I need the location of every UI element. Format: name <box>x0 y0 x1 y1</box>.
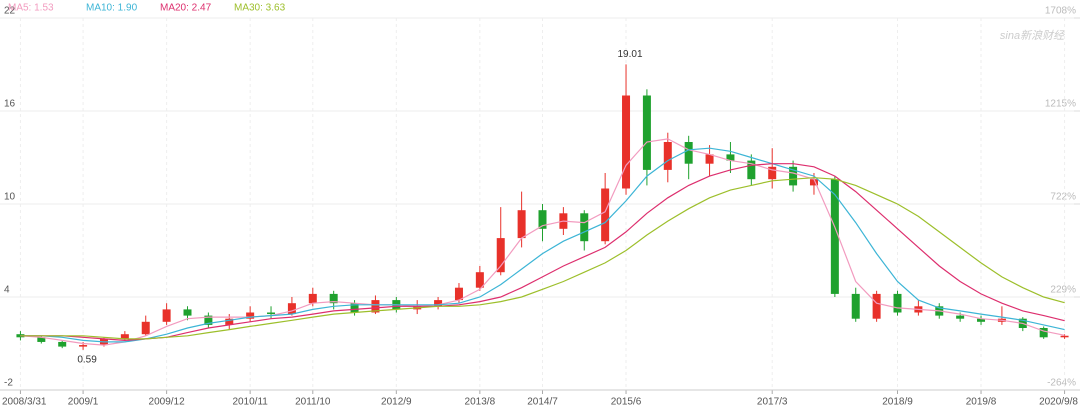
candle-body <box>162 309 171 322</box>
candle-body <box>726 154 735 161</box>
y2-tick-label: 722% <box>1050 192 1076 203</box>
legend-entry: MA5: 1.53 <box>8 3 54 14</box>
y2-tick-label: 229% <box>1050 285 1076 296</box>
candle-body <box>496 238 505 273</box>
y-tick-label: 16 <box>4 99 16 110</box>
x-tick-label: 2009/1 <box>68 397 99 408</box>
ma-line <box>20 163 1065 342</box>
ma-line <box>20 138 1065 346</box>
x-tick-label: 2014/7 <box>527 397 558 408</box>
candle-body <box>872 293 881 319</box>
y-tick-label: -2 <box>4 378 13 389</box>
candle-body <box>287 303 296 315</box>
y2-tick-label: -264% <box>1047 378 1076 389</box>
y2-tick-label: 1215% <box>1045 99 1076 110</box>
y-tick-label: 4 <box>4 285 10 296</box>
candle-body <box>246 312 255 319</box>
legend-entry: MA30: 3.63 <box>234 3 286 14</box>
candle-body <box>893 293 902 313</box>
candle-body <box>809 179 818 186</box>
candle-body <box>642 95 651 170</box>
candle-body <box>663 142 672 170</box>
candle-body <box>475 272 484 288</box>
candle-body <box>705 154 714 164</box>
legend-entry: MA20: 2.47 <box>160 3 212 14</box>
y2-tick-label: 1708% <box>1045 6 1076 17</box>
y-tick-label: 22 <box>4 6 16 17</box>
x-tick-label: 2013/8 <box>465 397 496 408</box>
candle-body <box>977 318 986 322</box>
candle-body <box>956 315 965 319</box>
x-tick-label: 2020/9/8 <box>1039 397 1078 408</box>
x-tick-label: 2010/11 <box>232 397 268 408</box>
annotation: 19.01 <box>618 49 643 60</box>
ma-line <box>20 177 1065 340</box>
annotation: 0.59 <box>77 354 97 365</box>
candle-body <box>684 142 693 164</box>
watermark: sina新浪财经 <box>1000 29 1065 42</box>
x-tick-label: 2011/10 <box>295 397 331 408</box>
x-tick-label: 2012/9 <box>381 397 412 408</box>
candle-body <box>747 160 756 180</box>
ma-line <box>20 147 1065 343</box>
x-tick-label: 2019/8 <box>966 397 997 408</box>
candle-body <box>789 166 798 186</box>
candle-body <box>350 303 359 313</box>
candle-body <box>183 309 192 316</box>
candle-body <box>538 210 547 229</box>
candle-body <box>267 312 276 315</box>
candle-body <box>434 300 443 307</box>
x-tick-label: 2015/6 <box>611 397 642 408</box>
candle-body <box>768 166 777 180</box>
candle-body <box>1039 328 1048 338</box>
candle-body <box>830 179 839 294</box>
candle-body <box>225 318 234 325</box>
candle-body <box>37 337 46 342</box>
x-tick-label: 2017/3 <box>757 397 788 408</box>
x-tick-label: 2008/3/31 <box>2 397 47 408</box>
x-tick-label: 2018/9 <box>882 397 913 408</box>
candle-body <box>517 210 526 239</box>
candle-body <box>204 315 213 325</box>
candle-body <box>454 287 463 301</box>
candle-body <box>580 213 589 242</box>
legend-entry: MA10: 1.90 <box>86 3 138 14</box>
y-tick-label: 10 <box>4 192 16 203</box>
candle-body <box>329 293 338 304</box>
candle-body <box>79 345 88 347</box>
candle-body <box>601 188 610 242</box>
candle-body <box>58 341 67 347</box>
candle-body <box>120 334 129 339</box>
candle-body <box>622 95 631 189</box>
candle-body <box>371 300 380 313</box>
candle-body <box>308 293 317 304</box>
candle-body <box>141 321 150 335</box>
candle-body <box>1060 335 1069 338</box>
x-tick-label: 2009/12 <box>149 397 186 408</box>
candle-body <box>851 293 860 319</box>
